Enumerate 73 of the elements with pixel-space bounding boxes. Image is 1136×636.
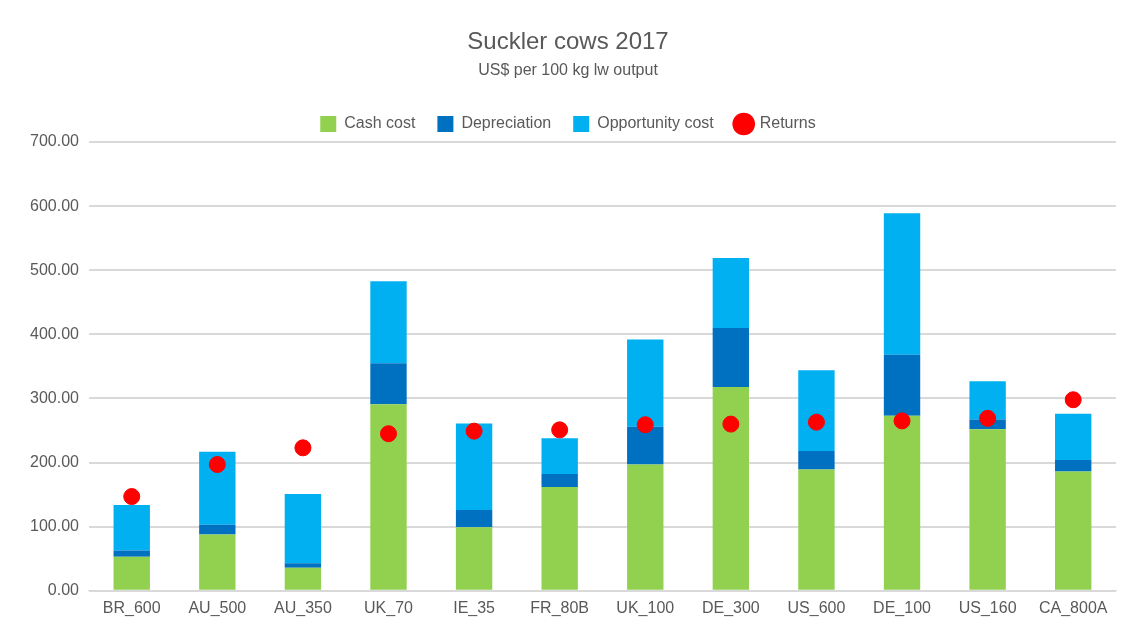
bar [199,534,236,590]
bar [883,415,921,590]
legend-label: Depreciation [461,114,552,132]
bar [113,550,150,557]
y-tick-label: 100.00 [30,517,80,535]
point [722,415,740,433]
bar [712,258,750,328]
bar [113,504,150,551]
x-tick-label: AU_500 [188,598,247,617]
point [380,425,397,443]
x-tick-label: DE_100 [873,598,932,617]
point [893,412,911,430]
chart-title: Suckler cows 2017 [467,27,669,55]
bar [627,464,664,590]
point [551,421,569,439]
bar [541,474,578,487]
bar [712,386,750,590]
point [807,413,825,431]
point [208,456,226,473]
y-tick-label: 600.00 [30,196,80,214]
bar [455,527,493,590]
bar [1055,413,1092,461]
bar [798,469,835,590]
point [465,422,483,440]
legend-label: Returns [759,114,816,132]
bar [113,556,150,590]
point [123,488,141,506]
y-tick-label: 300.00 [30,388,80,406]
bar [455,510,493,528]
bar [370,363,407,405]
bar [712,327,750,387]
bar [969,429,1006,590]
bar [798,370,835,452]
bar [199,451,236,525]
x-tick-label: DE_300 [701,598,760,617]
x-tick-label: FR_80B [530,598,590,617]
bar [883,354,921,416]
bar [541,438,578,475]
y-tick-label: 200.00 [30,452,80,470]
x-tick-label: UK_100 [616,598,675,617]
point [979,409,997,427]
point [1064,391,1082,409]
x-tick-label: UK_70 [364,598,414,617]
y-tick-label: 500.00 [30,260,80,278]
bar [883,213,921,355]
point [636,416,654,434]
bar [1055,471,1092,590]
y-tick-label: 400.00 [30,324,80,342]
bar [798,451,835,470]
x-tick-label: AU_350 [273,598,332,617]
bar [370,404,407,590]
bar [627,426,664,465]
legend-label: Cash cost [344,114,416,132]
bar [284,563,322,568]
bar [1055,460,1092,472]
bar [284,567,322,590]
x-tick-label: BR_600 [102,598,161,617]
bar [199,524,236,535]
bar [455,423,493,511]
bar [969,381,1006,420]
y-tick-label: 700.00 [30,132,80,150]
y-tick-label: 0.00 [47,581,80,599]
chart-subtitle: US$ per 100 kg lw output [478,60,659,78]
x-tick-label: US_600 [787,598,846,617]
point [294,439,312,457]
x-tick-label: IE_35 [453,598,496,617]
bar [370,281,407,364]
bar [541,486,578,590]
x-tick-label: CA_800A [1038,598,1108,617]
bar [284,493,322,564]
x-tick-label: US_160 [958,598,1017,617]
legend-label: Opportunity cost [597,114,715,132]
bar [627,339,664,427]
